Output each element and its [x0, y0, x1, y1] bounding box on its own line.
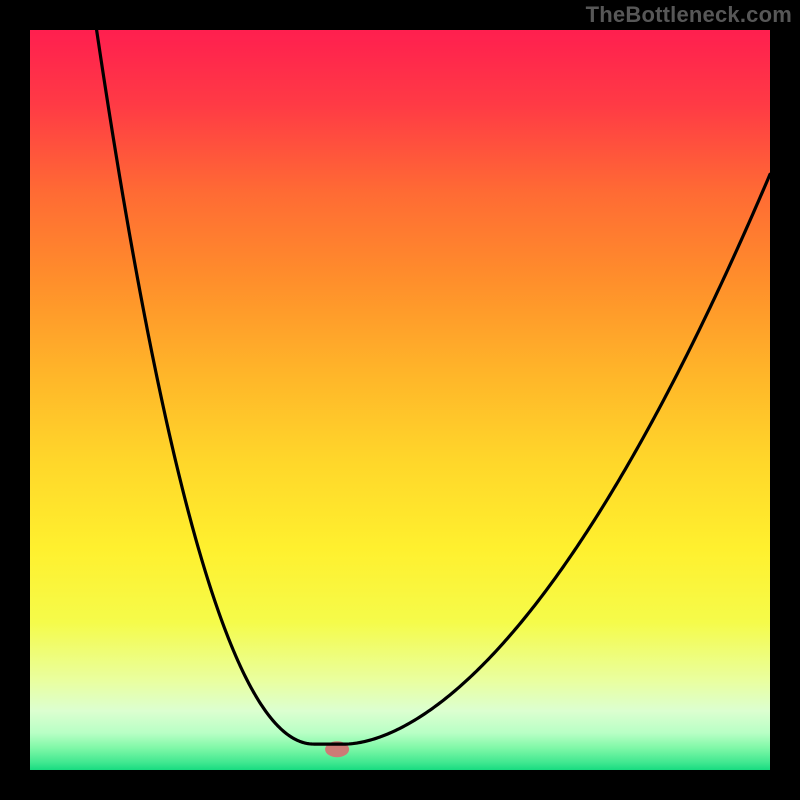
plot-background-gradient	[30, 30, 770, 770]
chart-svg	[0, 0, 800, 800]
bottleneck-chart: TheBottleneck.com	[0, 0, 800, 800]
watermark-text: TheBottleneck.com	[586, 2, 792, 28]
